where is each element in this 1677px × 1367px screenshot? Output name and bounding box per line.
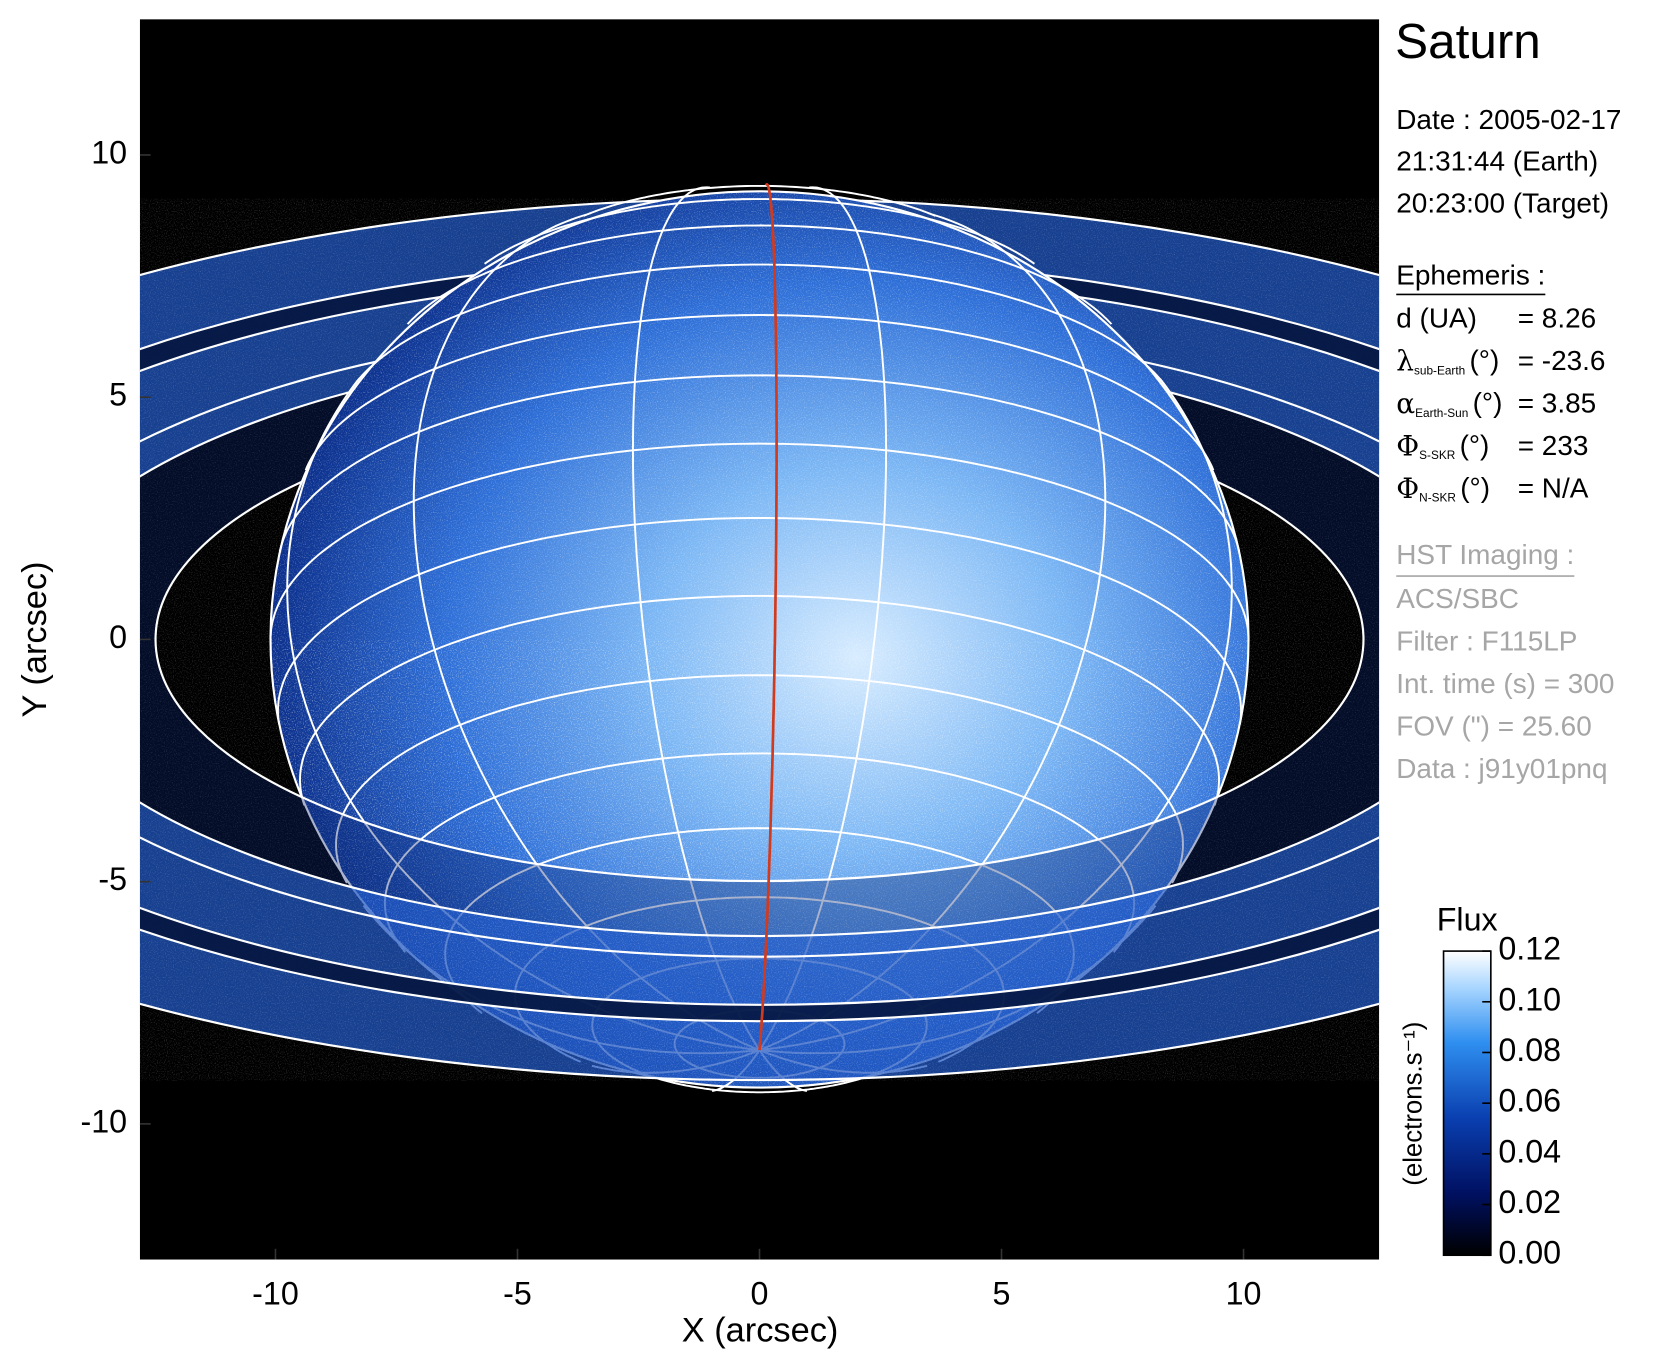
subscript: S-SKR	[1419, 448, 1455, 462]
meridian-line	[758, 186, 888, 1051]
ephemeris-value: = 3.85	[1518, 388, 1596, 419]
y-tick-label: -5	[98, 861, 127, 897]
latitude-line	[299, 594, 1221, 806]
ring-edge	[139, 906, 1380, 1006]
x-tick-label: 5	[993, 1276, 1011, 1312]
subscript: Earth-Sun	[1415, 406, 1468, 420]
ring-edge	[139, 1002, 1380, 1082]
hst-line: Data : j91y01pnq	[1396, 753, 1607, 784]
central-meridian	[758, 183, 778, 1051]
ring-edge	[139, 801, 1380, 938]
ring-inner-band	[139, 639, 1380, 937]
subscript: sub-Earth	[1414, 363, 1465, 377]
ring-edge	[139, 928, 1380, 1023]
y-tick-label: 0	[109, 619, 127, 655]
latitude-line	[583, 184, 936, 217]
hst-line: ACS/SBC	[1396, 583, 1519, 614]
colorbar-tick-label: 0.08	[1498, 1032, 1561, 1068]
rings	[139, 639, 1380, 1082]
date-line: Date : 2005-02-17	[1396, 104, 1621, 135]
symbol: Φ	[1396, 429, 1419, 462]
x-tick-label: 10	[1226, 1276, 1262, 1312]
x-tick-label: -5	[503, 1276, 532, 1312]
ephemeris-entry: d (UA)	[1396, 303, 1477, 334]
date-line: 20:23:00 (Target)	[1396, 188, 1609, 219]
ephemeris-entry: ΦN-SKR (°)	[1396, 472, 1490, 505]
symbol: α	[1396, 387, 1415, 420]
ring-band-noise	[139, 639, 1380, 1081]
y-tick-label: 5	[109, 377, 127, 413]
ephemeris-value: = N/A	[1518, 472, 1589, 503]
ephemeris-value: = -23.6	[1518, 345, 1606, 376]
planet-limb	[269, 190, 1250, 1089]
label: (°)	[1469, 345, 1499, 376]
label: (°)	[1460, 430, 1490, 461]
latitude-line	[406, 224, 1113, 325]
label: d (UA)	[1396, 303, 1477, 334]
ephemeris-value: = 8.26	[1518, 303, 1596, 334]
latitude-line	[278, 374, 1241, 552]
date-line: 21:31:44 (Earth)	[1396, 146, 1598, 177]
latitude-line	[276, 517, 1243, 725]
ephemeris-entry: ΦS-SKR (°)	[1396, 429, 1489, 462]
info-panel: Date : 2005-02-17 21:31:44 (Earth) 20:23:0…	[1396, 104, 1621, 784]
colorbar-title: Flux	[1437, 902, 1498, 938]
ring-edge	[154, 639, 1365, 883]
y-axis-label: Y (arcsec)	[16, 561, 54, 717]
symbol: Φ	[1396, 472, 1419, 505]
y-tick-label: -10	[80, 1103, 127, 1139]
ring-edge	[139, 836, 1380, 958]
latitude-line	[347, 263, 1172, 394]
hst-line: Int. time (s) = 300	[1396, 668, 1614, 699]
colorbar-tick-label: 0.10	[1498, 981, 1561, 1017]
colorbar-tick-label: 0.06	[1498, 1083, 1561, 1119]
colorbar-tick-label: 0.00	[1498, 1235, 1561, 1271]
x-axis-label: X (arcsec)	[682, 1312, 839, 1350]
colorbar-tick-label: 0.02	[1498, 1184, 1561, 1220]
ephemeris-entry: λsub-Earth (°)	[1396, 344, 1499, 377]
x-tick-label: -10	[252, 1276, 299, 1312]
meridian-line	[631, 186, 761, 1051]
hst-line: FOV (") = 25.60	[1396, 710, 1591, 741]
symbol: λ	[1396, 344, 1414, 377]
title: Saturn	[1395, 14, 1541, 69]
ephemeris-entry: αEarth-Sun (°)	[1396, 387, 1502, 420]
latitude-line	[304, 314, 1215, 471]
ephemeris-title: Ephemeris :	[1396, 260, 1545, 291]
y-tick-label: 10	[91, 135, 127, 171]
colorbar-label: (electrons.s⁻¹)	[1399, 1022, 1427, 1186]
x-tick-label: 0	[751, 1276, 769, 1312]
colorbar-tick-label: 0.04	[1498, 1133, 1561, 1169]
ephemeris-value: = 233	[1518, 430, 1589, 461]
latitude-line	[335, 674, 1184, 884]
colorbar-tick-label: 0.12	[1498, 931, 1561, 967]
image	[139, 183, 1380, 1094]
hst-line: Filter : F115LP	[1396, 626, 1577, 657]
label: (°)	[1460, 472, 1490, 503]
hst-title: HST Imaging :	[1396, 539, 1574, 570]
label: (°)	[1473, 388, 1503, 419]
subscript: N-SKR	[1419, 491, 1456, 505]
